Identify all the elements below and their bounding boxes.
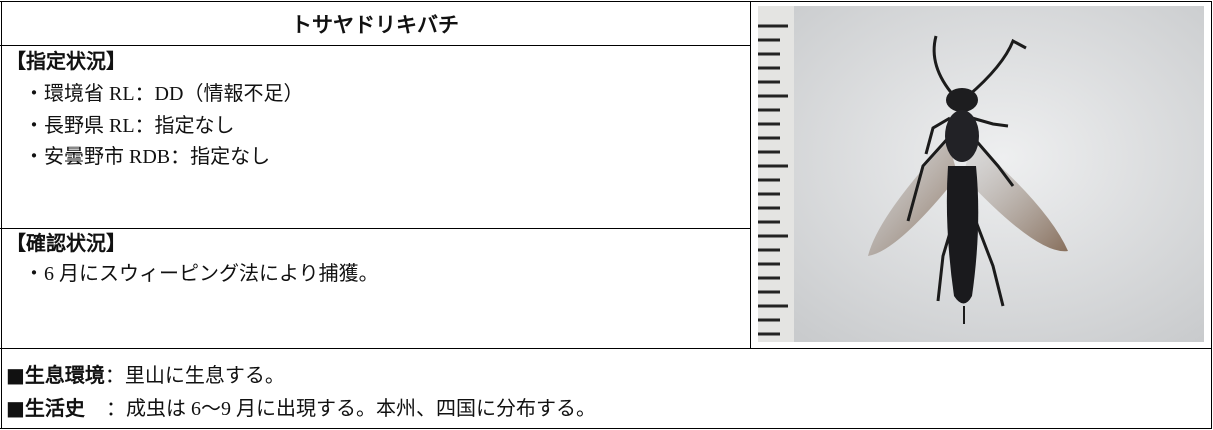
border xyxy=(750,1,751,348)
border xyxy=(0,428,1212,429)
border xyxy=(0,228,750,229)
label: ■生活史 xyxy=(6,396,85,420)
title: トサヤドリキバチ xyxy=(291,13,459,37)
life-history: ■生活史 ：成虫は 6〜9 月に出現する。本州、四国に分布する。 xyxy=(6,395,596,422)
habitat: ■生息環境：里山に生息する。 xyxy=(6,362,285,389)
specimen-photo xyxy=(758,6,1204,342)
list-item: ・安曇野市 RDB：指定なし xyxy=(24,146,271,168)
list-item: ・環境省 RL：DD（情報不足） xyxy=(24,83,304,105)
border xyxy=(1,1,2,429)
border xyxy=(0,45,750,46)
list-item: ・6 月にスウィーピング法により捕獲。 xyxy=(24,263,379,285)
section-heading: 【指定状況】 xyxy=(6,49,126,73)
border xyxy=(1211,1,1212,429)
list-item: ・長野県 RL：指定なし xyxy=(24,115,235,137)
border xyxy=(0,348,1212,349)
label: ■生息環境 xyxy=(6,363,105,387)
border xyxy=(0,1,1212,2)
text: ：成虫は 6〜9 月に出現する。本州、四国に分布する。 xyxy=(106,398,596,420)
section-heading: 【確認状況】 xyxy=(6,231,126,255)
text: ：里山に生息する。 xyxy=(104,365,285,387)
